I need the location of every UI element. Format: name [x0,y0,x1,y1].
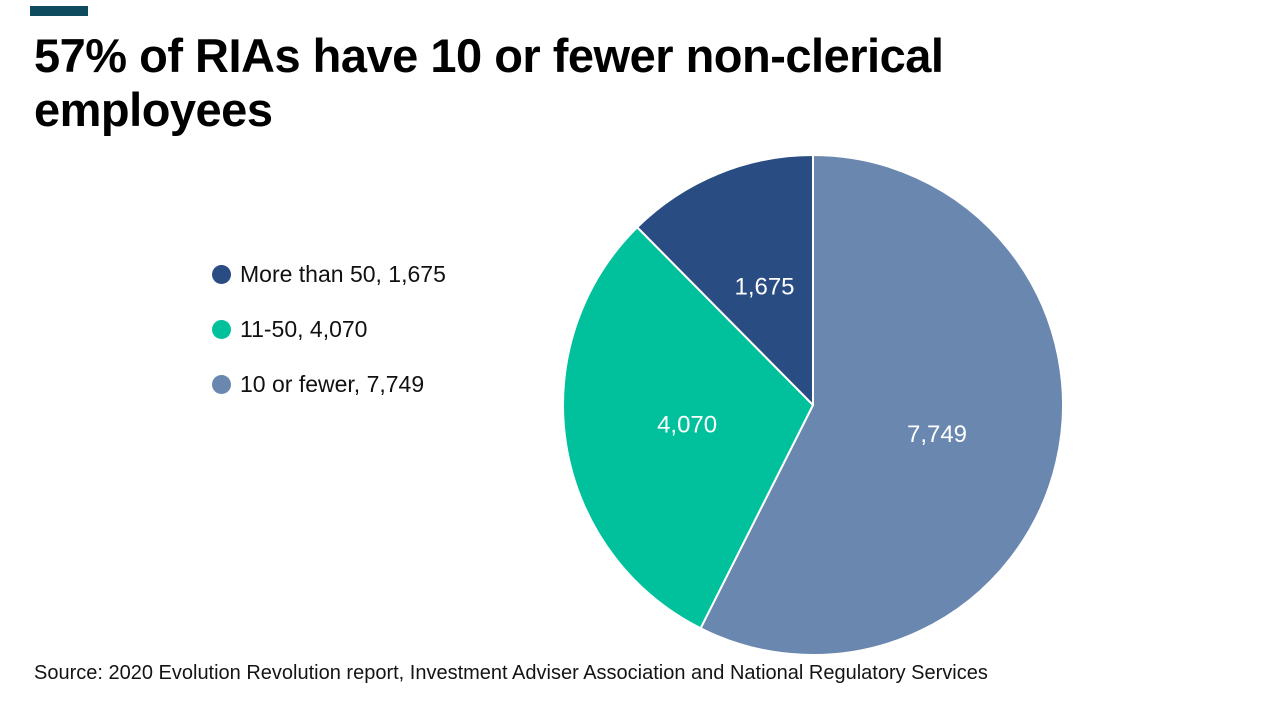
pie-slice-more-than-50 [636,154,814,406]
pie-chart-svg: 7,749 4,070 1,675 [562,154,1065,656]
chart-legend: More than 50, 1,675 11-50, 4,070 10 or f… [212,247,446,412]
page-title-line-1: 57% of RIAs have 10 or fewer non-clerica… [34,29,944,82]
legend-item-more-than-50: More than 50, 1,675 [212,247,446,302]
legend-dot-navy [212,265,231,284]
brand-accent-bar [30,6,88,16]
pie-chart: 7,749 4,070 1,675 [553,145,1073,665]
pie-slice-11-50 [562,226,814,630]
legend-dot-teal [212,320,231,339]
legend-item-11-50: 11-50, 4,070 [212,302,446,357]
legend-item-label: More than 50, 1,675 [240,261,446,287]
pie-slice-10-or-fewer [699,154,1065,656]
pie-slice-value-label: 7,749 [907,421,967,448]
page-title: 57% of RIAs have 10 or fewer non-clerica… [34,29,1134,136]
legend-item-10-or-fewer: 10 or fewer, 7,749 [212,357,446,412]
legend-item-label: 11-50, 4,070 [240,316,368,342]
legend-item-label: 10 or fewer, 7,749 [240,371,425,397]
source-note: Source: 2020 Evolution Revolution report… [34,662,988,684]
page-title-line-2: employees [34,82,273,136]
pie-slice-value-label: 1,675 [734,274,794,301]
pie-slice-value-label: 4,070 [657,411,717,438]
legend-dot-slate [212,375,231,394]
